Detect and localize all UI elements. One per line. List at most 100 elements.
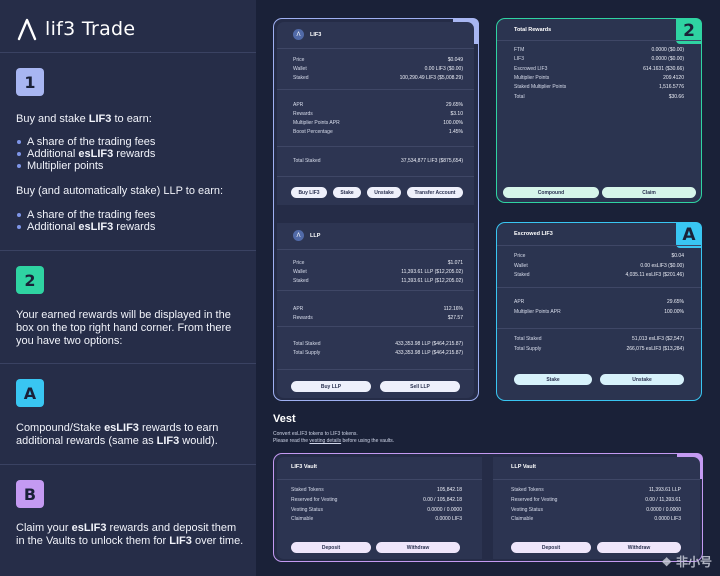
unstake-lif3-button[interactable]: Unstake — [367, 187, 401, 198]
list-item: Additional esLIF3 rewards — [16, 221, 155, 233]
row-value: 614.1631 ($30.66) — [643, 65, 684, 72]
data-row: Reserved for Vesting 0.00 / 11,393.61 — [511, 497, 681, 503]
row-value: $3.10 — [450, 111, 463, 117]
row-value: 0.0000 LIF3 — [435, 516, 462, 523]
vesting-details-link[interactable]: vesting details — [309, 438, 342, 444]
data-row: APR 112.16% — [293, 306, 463, 312]
step-badge-a: A — [16, 379, 44, 407]
step-badge-b: B — [16, 480, 44, 508]
data-row: Staked Tokens 105,842.18 — [291, 487, 462, 493]
lif3-logo-icon — [17, 18, 37, 41]
step-1-intro-2: Buy (and automatically stake) LLP to ear… — [16, 185, 224, 197]
row-value: $1.071 — [447, 260, 463, 266]
divider — [277, 290, 474, 291]
data-row: Multiplier Points 209.4120 — [514, 75, 684, 81]
list-item: A share of the trading fees — [16, 209, 155, 221]
row-label: Vesting Status — [291, 506, 323, 513]
vest-title: Vest — [273, 413, 296, 425]
row-label: Wallet — [293, 66, 307, 72]
list-item: Additional esLIF3 rewards — [16, 148, 155, 160]
lif3-card-title: LIF3 — [310, 31, 322, 38]
data-row: Wallet 0.00 esLIF3 ($0.00) — [514, 263, 684, 269]
lif3-token-icon: Λ — [293, 29, 304, 40]
data-row: Price $0.04 — [514, 253, 684, 259]
row-label: Total Supply — [293, 350, 321, 356]
row-value: 100.00% — [443, 120, 463, 126]
lif3-vault-deposit-button[interactable]: Deposit — [291, 542, 371, 553]
row-value: 11,393.61 LLP ($12,205.02) — [401, 269, 463, 275]
data-row: Staked Tokens 11,393.61 LLP — [511, 487, 681, 493]
compound-button[interactable]: Compound — [503, 187, 599, 198]
data-row: Staked 4,035.11 esLIF3 ($201.46) — [514, 272, 684, 278]
divider — [497, 40, 701, 41]
data-row: Boost Percentage 1.45% — [293, 129, 463, 135]
row-label: Multiplier Points APR — [293, 120, 340, 126]
llp-card-title: LLP — [310, 232, 321, 239]
data-row: Staked 100,290.49 LIF3 ($5,008.29) — [293, 75, 463, 81]
data-row: Total $30.66 — [514, 94, 684, 100]
stake-eslif3-button[interactable]: Stake — [514, 374, 592, 385]
lif3-card-header: Λ LIF3 — [293, 29, 321, 40]
step-badge-2: 2 — [16, 266, 44, 294]
step-1-intro: Buy and stake LIF3 to earn: — [16, 113, 152, 125]
data-row: Price $1.071 — [293, 260, 463, 266]
row-label: Rewards — [293, 315, 313, 321]
data-row: LIF3 0.0000 ($0.00) — [514, 56, 684, 62]
row-value: 0.00 esLIF3 ($0.00) — [640, 262, 684, 269]
divider — [497, 245, 701, 246]
step-2-text: Your earned rewards will be displayed in… — [16, 309, 232, 347]
total-rewards-card: 2 Total Rewards FTM 0.0000 ($0.00) LIF3 0.0… — [496, 18, 702, 203]
row-value: 37,534,877 LIF3 ($875,654) — [401, 158, 463, 164]
row-label: Escrowed LIF3 — [514, 65, 548, 72]
row-value: 209.4120 — [663, 74, 684, 81]
lif3-vault-card: LIF3 Vault Staked Tokens 105,842.18 Reserv… — [277, 457, 482, 559]
lif3-vault-withdraw-button[interactable]: Withdraw — [376, 542, 460, 553]
buy-llp-button[interactable]: Buy LLP — [291, 381, 371, 392]
corner-badge-a: A — [676, 222, 702, 248]
step-1-list-2: A share of the trading fees Additional e… — [16, 209, 155, 233]
step-1-list: A share of the trading fees Additional e… — [16, 136, 155, 172]
stake-lif3-button[interactable]: Stake — [333, 187, 361, 198]
row-label: FTM — [514, 47, 525, 53]
row-value: 100,290.49 LIF3 ($5,008.29) — [399, 75, 463, 81]
vest-note: Please read the vesting details before u… — [273, 438, 395, 444]
row-label: Staked Tokens — [511, 487, 544, 493]
row-value: 0.0000 ($0.00) — [651, 56, 684, 63]
row-value: 11,393.61 LLP — [648, 487, 681, 493]
row-label: Staked — [293, 278, 309, 284]
lif3-vault-title: LIF3 Vault — [291, 464, 317, 470]
watermark: ❖ 非小号 — [661, 554, 712, 570]
transfer-account-button[interactable]: Transfer Account — [407, 187, 463, 198]
row-value: 0.0000 / 0.0000 — [427, 506, 462, 513]
row-label: Vesting Status — [511, 506, 543, 513]
data-row: Claimable 0.0000 LIF3 — [511, 516, 681, 522]
total-rewards-title: Total Rewards — [514, 27, 552, 33]
divider — [493, 479, 700, 480]
data-row: Rewards $3.10 — [293, 111, 463, 117]
llp-vault-deposit-button[interactable]: Deposit — [511, 542, 591, 553]
row-label: Claimable — [511, 516, 534, 523]
data-row: APR 29.65% — [293, 102, 463, 108]
divider — [0, 464, 256, 465]
llp-vault-withdraw-button[interactable]: Withdraw — [597, 542, 681, 553]
sell-llp-button[interactable]: Sell LLP — [380, 381, 460, 392]
brand-name: lif3 Trade — [45, 18, 136, 40]
row-value: 29.65% — [667, 299, 684, 305]
divider — [277, 176, 474, 177]
row-label: Rewards — [293, 111, 313, 117]
row-label: Multiplier Points — [514, 74, 550, 81]
unstake-eslif3-button[interactable]: Unstake — [600, 374, 684, 385]
row-label: Total Staked — [293, 341, 321, 347]
row-label: Claimable — [291, 516, 314, 523]
data-row: Wallet 11,393.61 LLP ($12,205.02) — [293, 269, 463, 275]
claim-button[interactable]: Claim — [602, 187, 696, 198]
buy-lif3-button[interactable]: Buy LIF3 — [291, 187, 327, 198]
row-value: 266,075 esLIF3 ($13,284) — [626, 345, 684, 352]
data-row: Claimable 0.0000 LIF3 — [291, 516, 462, 522]
row-value: 11,393.61 LLP ($12,205.02) — [401, 278, 463, 284]
row-value: 0.00 / 105,842.18 — [423, 496, 462, 503]
row-value: $0.04 — [671, 253, 684, 259]
row-value: 4,035.11 esLIF3 ($201.46) — [625, 272, 684, 278]
divider — [277, 89, 474, 90]
llp-card-header: Λ LLP — [293, 230, 320, 241]
